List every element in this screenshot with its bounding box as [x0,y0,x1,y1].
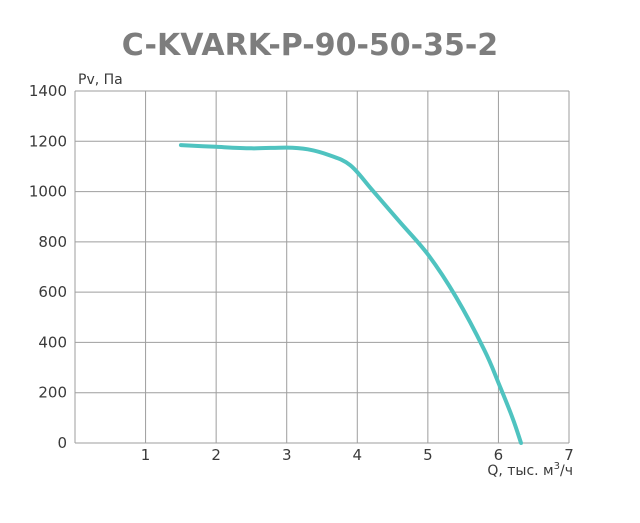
y-tick-label-600: 600 [38,283,67,301]
y-axis-label: Pv, Па [78,72,123,88]
chart-title: C-KVARK-P-90-50-35-2 [122,28,498,63]
x-tick-label-5: 5 [423,446,433,464]
y-tick-label-200: 200 [38,384,67,402]
y-tick-label-1200: 1200 [29,132,67,150]
x-tick-label-3: 3 [282,446,292,464]
series-line-0 [178,143,523,445]
tick-labels: 0 200 400 600 800 1000 1200 1400 1 2 3 4 5 6 7 [29,82,574,464]
x-tick-label-1: 1 [141,446,151,464]
y-tick-label-800: 800 [38,233,67,251]
x-tick-label-6: 6 [494,446,504,464]
x-tick-label-2: 2 [211,446,221,464]
x-tick-label-4: 4 [353,446,363,464]
y-tick-label-400: 400 [38,333,67,351]
x-axis-label-tail: /ч [560,463,573,479]
y-tick-label-1000: 1000 [29,183,67,201]
y-tick-label-1400: 1400 [29,82,67,100]
series-lines [178,143,523,445]
x-axis-label-main: Q, тыс. м [487,463,553,479]
x-tick-label-7: 7 [564,446,574,464]
x-axis-label: Q, тыс. м3/ч [487,461,573,479]
y-tick-label-0: 0 [57,434,67,452]
x-axis-label-superscript: 3 [554,461,560,472]
grid-lines [74,90,570,444]
